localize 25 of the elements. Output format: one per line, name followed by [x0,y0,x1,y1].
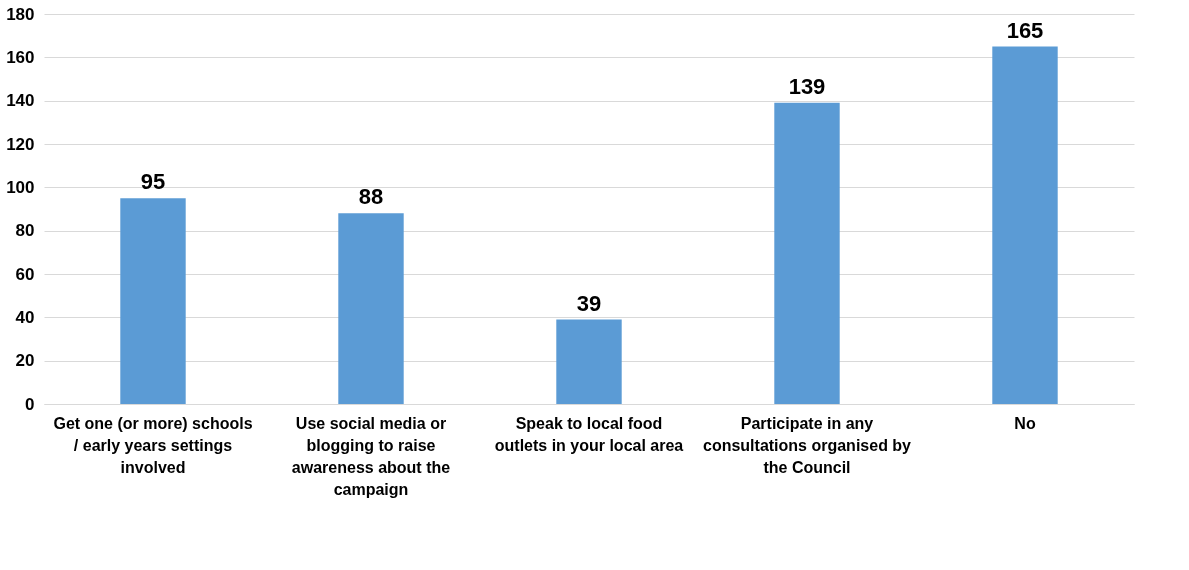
data-label: 39 [576,290,602,316]
data-label: 139 [788,73,826,99]
x-tick-label: Use social media or blogging to raise awareness about the campaign [291,415,451,498]
y-tick-label: 20 [15,351,35,371]
data-label: 88 [358,184,384,210]
bar [992,46,1058,404]
x-tick-label: Speak to local food outlets in your local area [494,415,684,454]
x-tick-label: No [1014,415,1036,432]
y-tick-label: 160 [6,47,35,67]
y-tick-label: 60 [15,264,35,284]
bar [556,319,622,404]
bar [338,213,404,404]
y-tick-label: 80 [15,221,35,241]
y-tick-label: 0 [25,394,35,414]
y-tick-label: 140 [6,91,35,111]
data-label: 165 [1006,17,1044,43]
bar [774,102,840,404]
data-label: 95 [140,169,166,195]
bar [120,198,186,404]
y-tick-label: 100 [6,177,35,197]
y-tick-label: 40 [15,307,35,327]
x-tick-label: Get one (or more) schools / early years settings involved [53,415,253,476]
y-tick-label: 180 [6,4,35,24]
y-tick-label: 120 [6,134,35,154]
x-tick-label: Participate in any consultations organised by the Council [702,415,912,476]
